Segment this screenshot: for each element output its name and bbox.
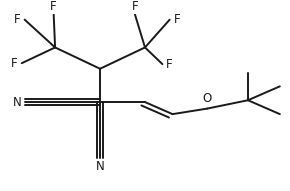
Text: F: F bbox=[50, 0, 57, 13]
Text: F: F bbox=[11, 57, 18, 70]
Text: O: O bbox=[203, 92, 212, 105]
Text: F: F bbox=[174, 13, 180, 26]
Text: N: N bbox=[13, 96, 22, 109]
Text: F: F bbox=[14, 13, 21, 26]
Text: F: F bbox=[132, 0, 138, 13]
Text: F: F bbox=[166, 58, 173, 71]
Text: N: N bbox=[96, 160, 104, 173]
